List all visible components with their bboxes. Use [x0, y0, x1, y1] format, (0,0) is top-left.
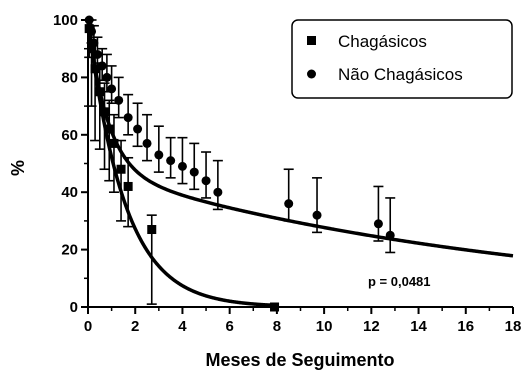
data-point-nao-chagasicos — [114, 95, 124, 105]
data-point-nao-chagasicos — [107, 84, 117, 94]
y-tick-label: 20 — [61, 242, 78, 259]
legend: Chagásicos Não Chagásicos — [291, 19, 513, 99]
legend-label-chagasicos: Chagásicos — [338, 32, 427, 51]
x-axis-title: Meses de Seguimento — [205, 350, 394, 370]
x-tick-label: 12 — [363, 318, 380, 335]
y-tick-label: 80 — [61, 69, 78, 86]
y-tick-label: 0 — [70, 299, 78, 316]
data-point-chagasicos — [87, 44, 97, 54]
data-point-nao-chagasicos — [373, 219, 383, 229]
legend-box — [291, 19, 513, 99]
x-tick-label: 16 — [457, 318, 474, 335]
data-point-nao-chagasicos — [189, 167, 199, 177]
legend-marker-nao-chagasicos — [307, 69, 316, 79]
data-point-nao-chagasicos — [142, 138, 152, 148]
data-point-nao-chagasicos — [166, 156, 176, 166]
data-point-nao-chagasicos — [201, 176, 211, 186]
fit-curve-series-0 — [86, 19, 275, 308]
x-tick-label: 8 — [273, 318, 281, 335]
data-point-nao-chagasicos — [102, 72, 112, 82]
data-point-chagasicos — [104, 124, 114, 134]
legend-label-nao-chagasicos: Não Chagásicos — [338, 65, 463, 84]
data-point-chagasicos — [95, 87, 105, 97]
data-point-nao-chagasicos — [133, 124, 143, 134]
y-tick-label: 60 — [61, 127, 78, 144]
data-point-nao-chagasicos — [92, 49, 102, 59]
fit-curves — [86, 19, 514, 308]
data-point-nao-chagasicos — [312, 210, 322, 220]
p-value-annotation: p = 0,0481 — [368, 274, 431, 289]
data-point-nao-chagasicos — [213, 187, 223, 197]
data-point-nao-chagasicos — [385, 230, 395, 240]
x-tick-label: 4 — [178, 318, 187, 335]
legend-marker-chagasicos — [307, 36, 316, 45]
x-tick-label: 14 — [410, 318, 427, 335]
data-point-chagasicos — [270, 302, 280, 312]
data-point-nao-chagasicos — [284, 199, 294, 209]
data-point-nao-chagasicos — [87, 26, 97, 36]
data-point-chagasicos — [109, 138, 119, 148]
axes: 0 20 40 60 80 100 0 2 4 6 8 10 12 14 16 18 — [53, 12, 521, 335]
data-point-nao-chagasicos — [89, 38, 99, 48]
x-tick-label: 10 — [316, 318, 333, 335]
y-tick-label: 40 — [61, 184, 78, 201]
data-point-chagasicos — [100, 107, 110, 117]
data-point-nao-chagasicos — [123, 113, 133, 123]
data-point-nao-chagasicos — [84, 15, 94, 25]
x-tick-label: 0 — [84, 318, 92, 335]
data-point-chagasicos — [123, 181, 133, 191]
data-point-chagasicos — [147, 225, 157, 235]
x-tick-label: 18 — [505, 318, 522, 335]
fit-curve-series-1 — [86, 19, 514, 258]
y-axis-title: % — [8, 160, 28, 176]
data-point-chagasicos — [116, 164, 126, 174]
data-markers — [84, 15, 395, 312]
y-tick-label: 100 — [53, 12, 78, 29]
data-point-nao-chagasicos — [177, 161, 187, 171]
x-tick-label: 2 — [131, 318, 139, 335]
data-point-chagasicos — [90, 64, 100, 74]
x-tick-label: 6 — [225, 318, 233, 335]
data-point-nao-chagasicos — [97, 61, 107, 71]
data-point-nao-chagasicos — [154, 150, 164, 160]
